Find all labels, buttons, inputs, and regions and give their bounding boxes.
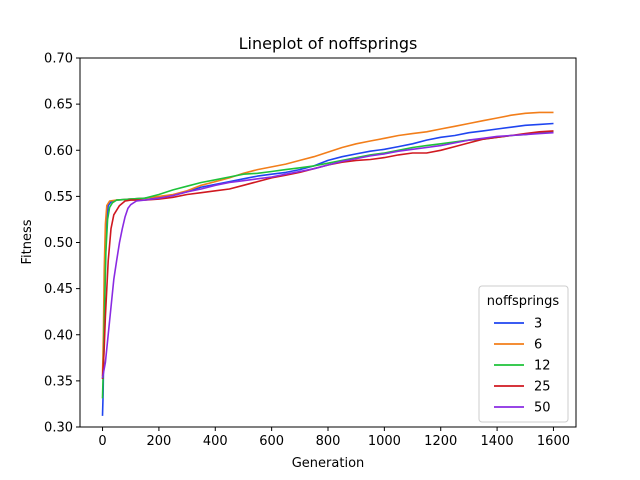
legend-label-12: 12 — [534, 359, 551, 374]
legend-label-3: 3 — [534, 317, 542, 332]
series-line-25 — [101, 130, 554, 380]
y-tick-label: 0.40 — [44, 328, 73, 343]
x-tick-label: 1600 — [537, 434, 570, 449]
plot-frame — [79, 57, 577, 428]
x-tick-label: 1000 — [368, 434, 401, 449]
x-tick-label: 0 — [98, 434, 106, 449]
x-tick-label: 1400 — [481, 434, 514, 449]
series-line-50 — [101, 131, 554, 379]
legend-items: 3 6 12 25 50 — [494, 317, 551, 416]
y-tick-label: 0.30 — [44, 421, 73, 436]
x-axis-ticks: 0 200 400 600 800 1000 1200 1400 1600 — [98, 427, 570, 449]
y-tick-label: 0.60 — [44, 144, 73, 159]
y-axis-label: Fitness — [20, 219, 35, 264]
y-tick-label: 0.50 — [44, 236, 73, 251]
x-tick-label: 800 — [316, 434, 341, 449]
legend-title: noffsprings — [487, 294, 560, 309]
legend-box — [478, 285, 569, 423]
x-tick-label: 600 — [259, 434, 284, 449]
legend-label-25: 25 — [534, 380, 551, 395]
y-tick-label: 0.65 — [44, 98, 73, 113]
y-axis-ticks: 0.30 0.35 0.40 0.45 0.50 0.55 0.60 0.65 0.70 — [44, 52, 80, 436]
legend-label-50: 50 — [534, 401, 551, 416]
chart-title: Lineplot of noffsprings — [239, 34, 418, 53]
x-tick-label: 400 — [203, 434, 228, 449]
y-tick-label: 0.45 — [44, 282, 73, 297]
y-tick-label: 0.35 — [44, 374, 73, 389]
legend: noffsprings 3 6 12 25 50 — [478, 285, 569, 423]
legend-label-6: 6 — [534, 338, 542, 353]
x-axis-label: Generation — [292, 456, 365, 471]
y-tick-label: 0.55 — [44, 190, 73, 205]
y-tick-label: 0.70 — [44, 52, 73, 67]
x-tick-label: 200 — [146, 434, 171, 449]
series-lines — [101, 111, 554, 416]
x-tick-label: 1200 — [424, 434, 457, 449]
